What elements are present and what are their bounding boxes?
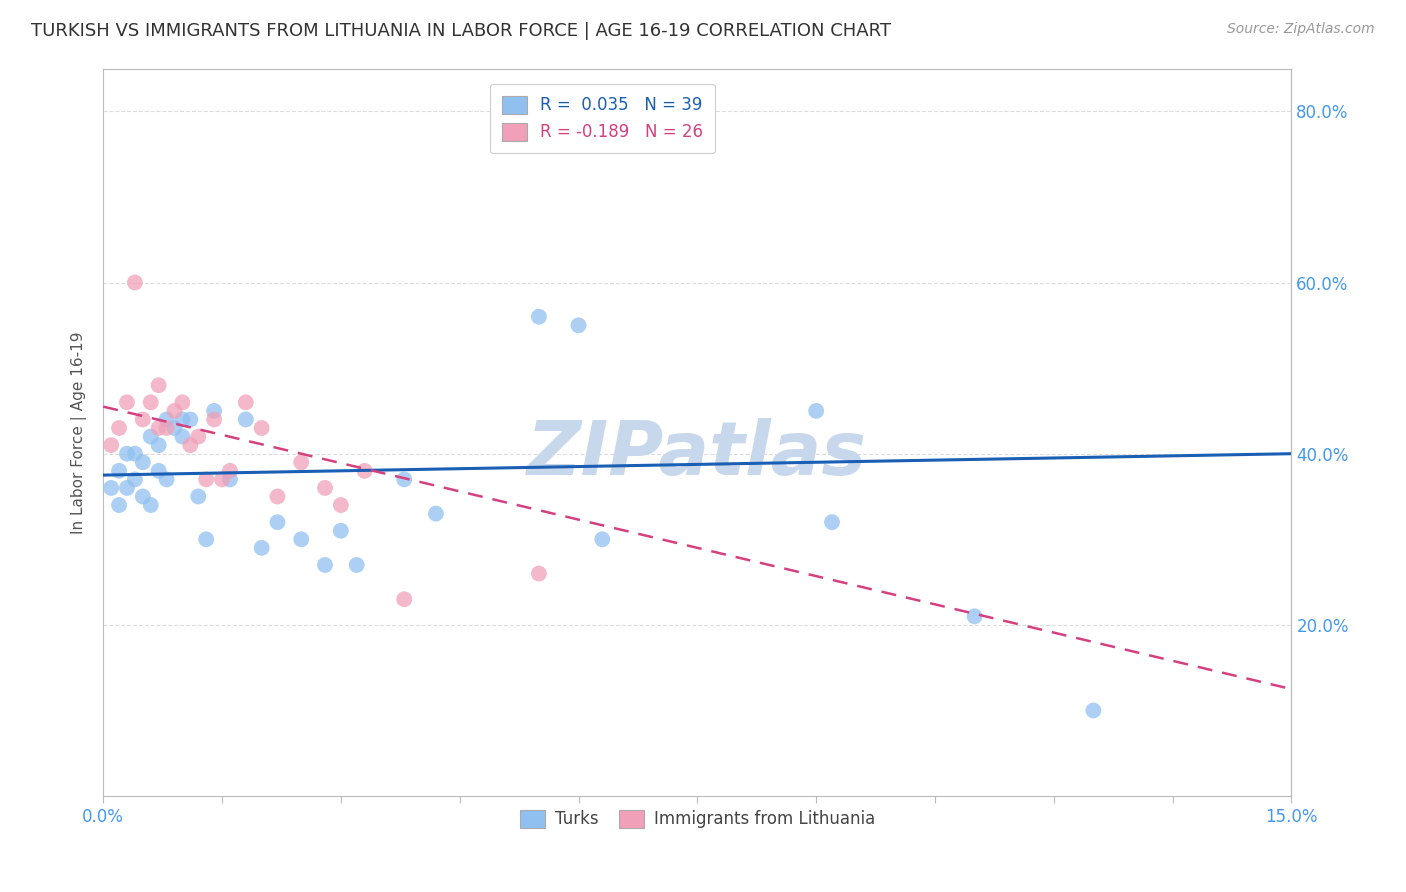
Point bbox=[963, 609, 986, 624]
Point bbox=[139, 395, 162, 409]
Point bbox=[139, 429, 162, 443]
Point bbox=[148, 464, 170, 478]
Point bbox=[124, 276, 146, 290]
Point bbox=[124, 447, 146, 461]
Point bbox=[187, 429, 209, 443]
Point bbox=[591, 533, 613, 547]
Point bbox=[124, 472, 146, 486]
Point bbox=[172, 429, 194, 443]
Point bbox=[202, 412, 225, 426]
Point bbox=[132, 412, 155, 426]
Point bbox=[172, 395, 194, 409]
Point bbox=[804, 404, 827, 418]
Point bbox=[155, 421, 177, 435]
Point bbox=[394, 472, 416, 486]
Point bbox=[195, 533, 218, 547]
Point bbox=[108, 498, 131, 512]
Point bbox=[346, 558, 368, 572]
Point bbox=[148, 378, 170, 392]
Point bbox=[202, 404, 225, 418]
Point bbox=[172, 412, 194, 426]
Point bbox=[115, 447, 138, 461]
Point bbox=[179, 412, 201, 426]
Y-axis label: In Labor Force | Age 16-19: In Labor Force | Age 16-19 bbox=[72, 331, 87, 533]
Point bbox=[115, 395, 138, 409]
Text: Source: ZipAtlas.com: Source: ZipAtlas.com bbox=[1227, 22, 1375, 37]
Point bbox=[266, 490, 288, 504]
Point bbox=[329, 498, 352, 512]
Point bbox=[155, 412, 177, 426]
Point bbox=[266, 515, 288, 529]
Point bbox=[139, 498, 162, 512]
Point bbox=[527, 310, 550, 324]
Point bbox=[425, 507, 447, 521]
Point bbox=[821, 515, 844, 529]
Point bbox=[219, 472, 242, 486]
Point bbox=[108, 464, 131, 478]
Point bbox=[132, 455, 155, 469]
Point bbox=[163, 404, 186, 418]
Point bbox=[250, 541, 273, 555]
Point bbox=[329, 524, 352, 538]
Point bbox=[235, 412, 257, 426]
Point bbox=[100, 438, 122, 452]
Point bbox=[290, 455, 312, 469]
Point bbox=[148, 421, 170, 435]
Point bbox=[155, 472, 177, 486]
Legend: Turks, Immigrants from Lithuania: Turks, Immigrants from Lithuania bbox=[513, 803, 882, 835]
Point bbox=[211, 472, 233, 486]
Point bbox=[179, 438, 201, 452]
Point bbox=[567, 318, 589, 333]
Point bbox=[132, 490, 155, 504]
Point bbox=[100, 481, 122, 495]
Point bbox=[148, 438, 170, 452]
Point bbox=[353, 464, 375, 478]
Point bbox=[314, 481, 336, 495]
Point bbox=[394, 592, 416, 607]
Point bbox=[235, 395, 257, 409]
Point bbox=[115, 481, 138, 495]
Point bbox=[195, 472, 218, 486]
Point bbox=[250, 421, 273, 435]
Text: ZIPatlas: ZIPatlas bbox=[527, 417, 868, 491]
Text: TURKISH VS IMMIGRANTS FROM LITHUANIA IN LABOR FORCE | AGE 16-19 CORRELATION CHAR: TURKISH VS IMMIGRANTS FROM LITHUANIA IN … bbox=[31, 22, 891, 40]
Point bbox=[163, 421, 186, 435]
Point bbox=[187, 490, 209, 504]
Point bbox=[527, 566, 550, 581]
Point bbox=[108, 421, 131, 435]
Point bbox=[1083, 704, 1105, 718]
Point bbox=[290, 533, 312, 547]
Point bbox=[219, 464, 242, 478]
Point bbox=[314, 558, 336, 572]
